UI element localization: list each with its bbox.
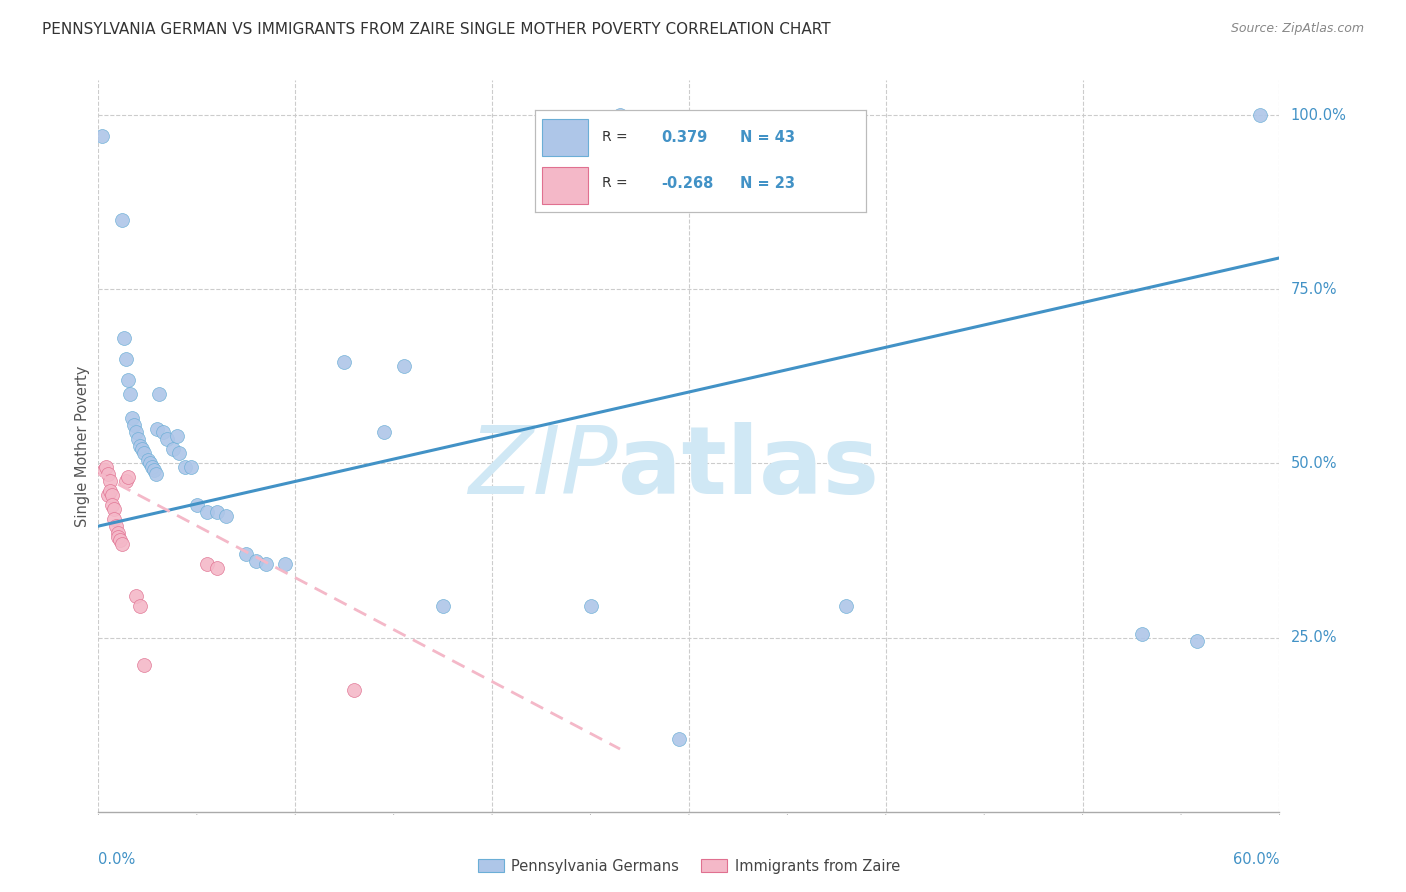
Point: [373, 425, 395, 439]
Point: [668, 731, 690, 746]
Point: [274, 558, 297, 572]
Text: ZIP: ZIP: [468, 423, 619, 514]
Point: [195, 558, 218, 572]
Point: [141, 459, 163, 474]
Point: [343, 682, 366, 697]
Point: [131, 442, 153, 457]
Point: [97, 467, 120, 481]
Y-axis label: Single Mother Poverty: Single Mother Poverty: [75, 366, 90, 526]
Point: [96, 459, 118, 474]
Point: [98, 484, 121, 499]
Point: [112, 331, 135, 345]
Point: [162, 442, 184, 457]
Point: [128, 439, 150, 453]
Text: 60.0%: 60.0%: [1233, 852, 1279, 867]
Point: [117, 470, 139, 484]
Point: [174, 459, 197, 474]
Text: 0.0%: 0.0%: [98, 852, 135, 867]
Point: [105, 519, 128, 533]
Point: [156, 432, 179, 446]
Point: [138, 457, 160, 471]
Point: [111, 536, 134, 550]
Point: [1249, 108, 1271, 122]
Point: [91, 128, 114, 143]
Point: [103, 501, 125, 516]
Point: [132, 658, 155, 673]
Point: [108, 533, 131, 547]
Point: [166, 428, 188, 442]
Point: [132, 446, 155, 460]
Point: [98, 474, 121, 488]
Point: [146, 421, 169, 435]
Point: [115, 474, 138, 488]
Point: [111, 212, 134, 227]
Point: [180, 459, 202, 474]
Point: [136, 453, 159, 467]
Point: [115, 351, 138, 366]
Point: [107, 526, 129, 541]
Point: [125, 589, 148, 603]
Point: [235, 547, 257, 561]
Point: [107, 530, 129, 544]
Point: [215, 508, 238, 523]
Text: 25.0%: 25.0%: [1291, 630, 1337, 645]
Point: [835, 599, 858, 614]
Point: [579, 599, 602, 614]
Point: [128, 599, 150, 614]
Point: [148, 386, 170, 401]
Point: [167, 446, 190, 460]
Point: [121, 411, 143, 425]
Point: [245, 554, 267, 568]
Text: 75.0%: 75.0%: [1291, 282, 1337, 297]
Legend: Pennsylvania Germans, Immigrants from Zaire: Pennsylvania Germans, Immigrants from Za…: [478, 859, 900, 874]
Point: [103, 512, 125, 526]
Point: [186, 498, 208, 512]
Point: [1185, 634, 1208, 648]
Point: [195, 505, 218, 519]
Text: Source: ZipAtlas.com: Source: ZipAtlas.com: [1230, 22, 1364, 36]
Point: [205, 561, 228, 575]
Text: 100.0%: 100.0%: [1291, 108, 1347, 122]
Point: [101, 498, 124, 512]
Point: [97, 488, 120, 502]
Point: [118, 386, 141, 401]
Point: [205, 505, 228, 519]
Point: [1130, 627, 1153, 641]
Text: PENNSYLVANIA GERMAN VS IMMIGRANTS FROM ZAIRE SINGLE MOTHER POVERTY CORRELATION C: PENNSYLVANIA GERMAN VS IMMIGRANTS FROM Z…: [42, 22, 831, 37]
Point: [125, 425, 148, 439]
Point: [127, 432, 149, 446]
Point: [254, 558, 277, 572]
Point: [142, 463, 165, 477]
Text: atlas: atlas: [619, 422, 879, 514]
Point: [145, 467, 167, 481]
Text: 50.0%: 50.0%: [1291, 456, 1337, 471]
Point: [152, 425, 174, 439]
Point: [333, 355, 356, 369]
Point: [93, 463, 115, 477]
Point: [101, 488, 124, 502]
Point: [117, 373, 139, 387]
Point: [392, 359, 415, 373]
Point: [609, 108, 631, 122]
Point: [432, 599, 454, 614]
Point: [122, 418, 145, 433]
